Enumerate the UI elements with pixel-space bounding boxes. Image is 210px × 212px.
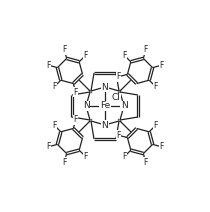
Text: F: F <box>62 158 67 167</box>
Text: N: N <box>83 102 89 110</box>
Text: Cl: Cl <box>112 93 121 102</box>
Text: F: F <box>159 142 163 151</box>
Text: F: F <box>159 61 163 70</box>
Text: F: F <box>143 45 148 54</box>
Text: N: N <box>102 120 108 130</box>
Text: F: F <box>153 82 158 91</box>
Text: F: F <box>117 131 121 140</box>
Text: F: F <box>74 88 78 97</box>
Text: F: F <box>153 121 158 130</box>
Text: F: F <box>62 45 67 54</box>
Text: F: F <box>52 121 57 130</box>
Text: F: F <box>122 51 127 60</box>
Text: F: F <box>74 115 78 124</box>
Text: F: F <box>47 142 51 151</box>
Text: Fe: Fe <box>100 102 110 110</box>
Text: F: F <box>143 158 148 167</box>
Text: N: N <box>102 82 108 92</box>
Text: N: N <box>121 102 127 110</box>
Text: F: F <box>47 61 51 70</box>
Text: F: F <box>117 72 121 81</box>
Text: F: F <box>122 152 127 161</box>
Text: F: F <box>83 51 88 60</box>
Text: F: F <box>52 82 57 91</box>
Text: F: F <box>83 152 88 161</box>
